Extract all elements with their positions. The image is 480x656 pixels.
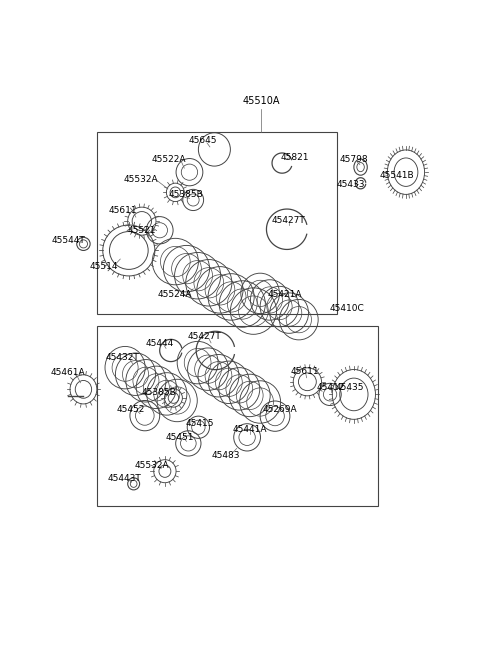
- Text: 45645: 45645: [189, 136, 217, 146]
- Text: 45544T: 45544T: [51, 236, 85, 245]
- Text: 45522A: 45522A: [152, 155, 186, 164]
- Text: 45611: 45611: [108, 205, 137, 215]
- Text: 45532A: 45532A: [124, 175, 158, 184]
- Text: 45510A: 45510A: [242, 96, 280, 106]
- Text: 45444: 45444: [145, 339, 174, 348]
- Text: 45433: 45433: [337, 180, 366, 190]
- Text: 45427T: 45427T: [272, 216, 306, 224]
- Text: 45483: 45483: [211, 451, 240, 460]
- Text: 45385B: 45385B: [141, 388, 176, 398]
- Text: 45524A: 45524A: [157, 290, 192, 299]
- Text: 45269A: 45269A: [263, 405, 298, 414]
- Text: 45443T: 45443T: [107, 474, 141, 483]
- Text: 45415: 45415: [185, 419, 214, 428]
- Text: 45385B: 45385B: [168, 190, 203, 199]
- Text: 45412: 45412: [317, 383, 345, 392]
- Text: 45432T: 45432T: [106, 353, 139, 362]
- Text: 45435: 45435: [335, 383, 364, 392]
- Text: 45541B: 45541B: [379, 171, 414, 180]
- Text: 45461A: 45461A: [51, 368, 85, 377]
- Text: 45410C: 45410C: [329, 304, 364, 313]
- Text: 45798: 45798: [339, 155, 368, 164]
- Text: 45821: 45821: [280, 152, 309, 161]
- Text: 45532A: 45532A: [134, 461, 169, 470]
- Text: 45451: 45451: [166, 433, 194, 442]
- Text: 45521: 45521: [128, 226, 156, 235]
- Text: 45427T: 45427T: [188, 332, 221, 341]
- Text: 45611: 45611: [290, 367, 319, 376]
- Text: 45452: 45452: [117, 405, 145, 414]
- Text: 45441A: 45441A: [232, 425, 267, 434]
- Text: 45514: 45514: [90, 262, 118, 271]
- Text: 45421A: 45421A: [268, 290, 302, 299]
